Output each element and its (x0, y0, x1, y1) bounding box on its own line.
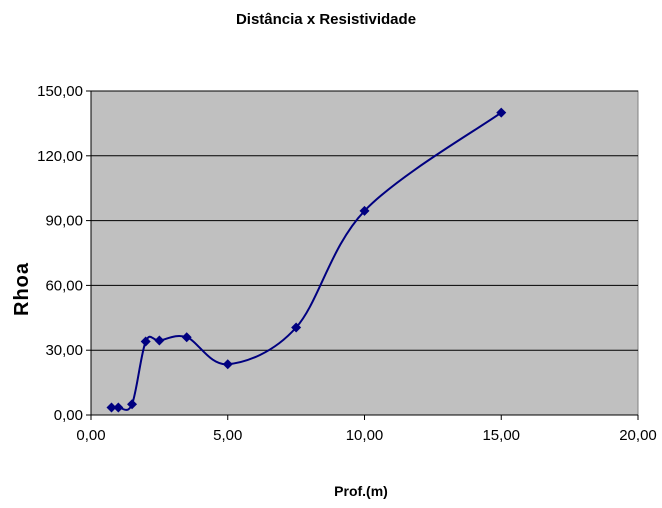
data-point (113, 402, 124, 413)
grid-lines (91, 90, 638, 351)
chart-title: Distância x Resistividade (236, 11, 416, 28)
data-point (181, 332, 192, 343)
plot-area (90, 90, 639, 416)
x-tick-label: 20,00 (619, 427, 657, 444)
x-tick-label: 0,00 (76, 427, 105, 444)
y-tick-label: 120,00 (37, 148, 83, 165)
x-axis-label: Prof.(m) (334, 483, 388, 499)
x-tick-label: 15,00 (482, 427, 520, 444)
data-points (106, 107, 507, 413)
y-tick-label: 150,00 (37, 83, 83, 100)
y-tick-labels: 0,00 30,00 60,00 90,00 120,00 150,00 (37, 83, 83, 424)
data-point (496, 107, 507, 118)
y-tick-label: 0,00 (54, 407, 83, 424)
data-point (127, 399, 138, 410)
data-point (222, 359, 233, 370)
data-point (154, 335, 165, 346)
y-tick-label: 60,00 (45, 277, 83, 294)
data-point (359, 205, 370, 216)
data-point (106, 402, 117, 413)
y-tick-label: 30,00 (45, 342, 83, 359)
data-point (291, 322, 302, 333)
y-tick-label: 90,00 (45, 213, 83, 230)
y-axis-label: Rhoa (11, 262, 33, 316)
axes (86, 90, 639, 420)
x-tick-labels: 0,00 5,00 10,00 15,00 20,00 (76, 427, 656, 444)
data-point (140, 336, 151, 347)
x-tick-label: 5,00 (213, 427, 242, 444)
x-tick-label: 10,00 (346, 427, 384, 444)
